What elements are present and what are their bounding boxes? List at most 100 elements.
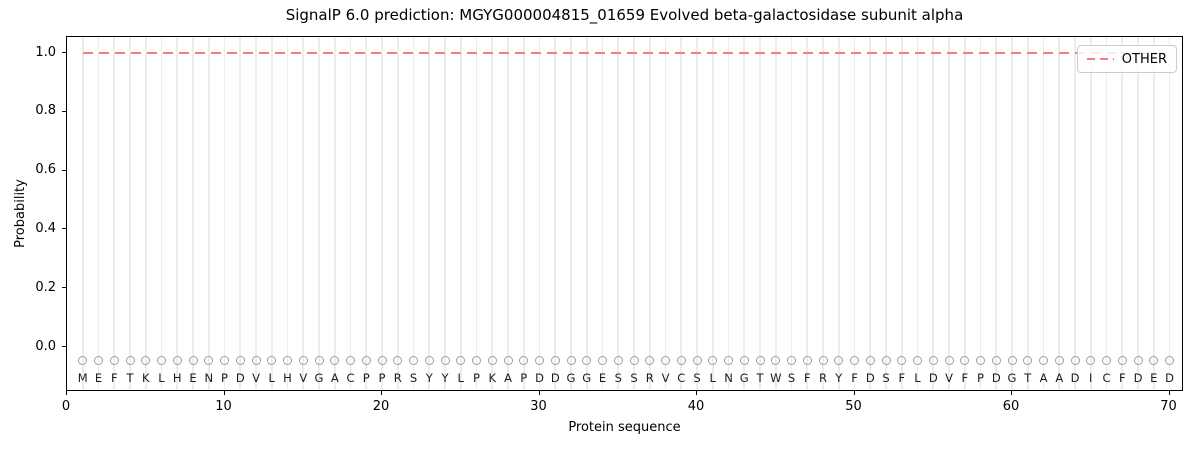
grid-line bbox=[176, 37, 179, 390]
residue-letter: S bbox=[693, 371, 701, 385]
grid-line bbox=[144, 37, 147, 390]
grid-line bbox=[696, 37, 698, 390]
grid-line bbox=[444, 37, 446, 390]
residue-letter: R bbox=[819, 371, 827, 385]
residue-marker-circle bbox=[645, 356, 655, 365]
residue-letter: A bbox=[1055, 371, 1064, 385]
residue-letter: P bbox=[520, 371, 528, 385]
residue-marker-circle bbox=[141, 356, 151, 365]
residue-marker-circle bbox=[834, 356, 844, 365]
residue-letter: V bbox=[252, 371, 260, 385]
residue-marker-circle bbox=[1007, 356, 1017, 365]
residue-marker-circle bbox=[314, 356, 324, 365]
residue-marker-circle bbox=[755, 356, 765, 365]
grid-line bbox=[995, 37, 998, 390]
grid-line bbox=[617, 37, 620, 390]
grid-line bbox=[286, 37, 289, 390]
residue-letter: D bbox=[1133, 371, 1143, 385]
residue-marker-circle bbox=[125, 356, 135, 365]
grid-line bbox=[1042, 37, 1045, 390]
residue-marker-circle bbox=[1117, 356, 1127, 365]
x-axis-label: Protein sequence bbox=[568, 420, 681, 435]
residue-letter: S bbox=[630, 371, 638, 385]
grid-line bbox=[81, 37, 84, 390]
residue-marker-circle bbox=[739, 356, 749, 365]
residue-letter: F bbox=[803, 371, 811, 385]
grid-line bbox=[1168, 37, 1171, 390]
residue-marker-circle bbox=[267, 356, 277, 365]
residue-marker-circle bbox=[1102, 356, 1111, 365]
grid-line bbox=[759, 37, 761, 390]
grid-line bbox=[806, 37, 809, 390]
grid-line bbox=[853, 37, 856, 390]
residue-marker-circle bbox=[865, 356, 875, 365]
grid-line bbox=[129, 37, 131, 390]
residue-marker-circle bbox=[976, 356, 985, 365]
residue-marker-circle bbox=[850, 356, 859, 365]
grid-line bbox=[743, 37, 746, 390]
residue-letter: V bbox=[299, 371, 308, 385]
residue-letter: G bbox=[314, 371, 324, 385]
y-tick-label: 1.0 bbox=[35, 44, 56, 60]
x-tick-label: 60 bbox=[1002, 399, 1020, 414]
residue-marker-circle bbox=[944, 356, 954, 365]
residue-marker-circle bbox=[1023, 356, 1033, 365]
grid-line bbox=[774, 37, 777, 390]
residue-marker-circle bbox=[598, 356, 607, 365]
x-tick-mark bbox=[853, 391, 855, 395]
residue-marker-circle bbox=[676, 356, 686, 365]
residue-letter: D bbox=[991, 371, 1001, 385]
residue-letter: D bbox=[535, 371, 544, 385]
residue-marker-circle bbox=[1054, 356, 1064, 365]
grid-line bbox=[916, 37, 919, 390]
x-tick-mark bbox=[223, 391, 225, 395]
residue-letter: P bbox=[378, 371, 386, 385]
residue-marker-circle bbox=[235, 356, 245, 365]
y-tick-label: 0.2 bbox=[35, 279, 56, 295]
residue-marker-circle bbox=[1133, 356, 1143, 365]
residue-letter: P bbox=[362, 371, 370, 385]
residue-letter: L bbox=[914, 371, 921, 385]
grid-line bbox=[396, 37, 399, 390]
y-tick-mark bbox=[62, 52, 66, 53]
residue-marker-circle bbox=[393, 356, 403, 365]
grid-line bbox=[900, 37, 903, 390]
residue-letter: H bbox=[172, 371, 182, 385]
residue-marker-circle bbox=[503, 356, 513, 365]
grid-line bbox=[522, 37, 525, 390]
residue-letter: D bbox=[235, 371, 245, 385]
residue-marker-circle bbox=[881, 356, 891, 365]
y-tick-label: 0.4 bbox=[35, 220, 56, 236]
residue-letter: K bbox=[488, 371, 497, 385]
residue-marker-circle bbox=[94, 356, 103, 365]
x-tick-mark bbox=[696, 391, 697, 395]
residue-marker-circle bbox=[550, 356, 560, 365]
y-tick-label: 0.6 bbox=[35, 162, 56, 178]
residue-letter: D bbox=[550, 371, 560, 385]
grid-line bbox=[837, 37, 840, 390]
residue-marker-circle bbox=[582, 356, 592, 365]
residue-marker-circle bbox=[708, 356, 718, 365]
legend-dashed-line-icon bbox=[1086, 58, 1114, 60]
residue-marker-circle bbox=[661, 356, 670, 365]
residue-letter: G bbox=[566, 371, 576, 385]
grid-line bbox=[680, 37, 683, 390]
grid-line bbox=[932, 37, 935, 390]
residue-letter: A bbox=[504, 371, 512, 385]
grid-line bbox=[113, 37, 116, 390]
residue-marker-circle bbox=[78, 356, 88, 365]
grid-line bbox=[302, 37, 305, 390]
residue-marker-circle bbox=[298, 356, 308, 365]
residue-letter: L bbox=[158, 371, 165, 385]
grid-line bbox=[365, 37, 368, 390]
residue-letter: Y bbox=[425, 371, 433, 385]
residue-marker-circle bbox=[991, 356, 1001, 365]
residue-marker-circle bbox=[613, 356, 623, 365]
residue-marker-circle bbox=[251, 356, 261, 365]
grid-line bbox=[255, 37, 257, 390]
grid-line bbox=[1137, 37, 1139, 390]
grid-line bbox=[1121, 37, 1124, 390]
residue-marker-circle bbox=[424, 356, 434, 365]
